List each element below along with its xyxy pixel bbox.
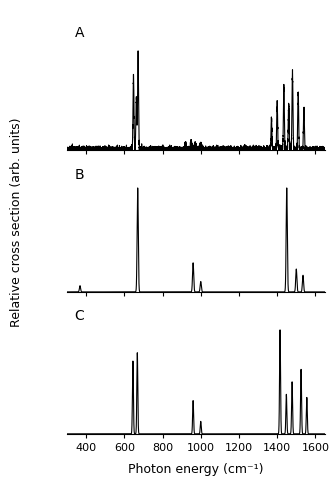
Text: C: C: [75, 310, 84, 323]
Text: Relative cross section (arb. units): Relative cross section (arb. units): [10, 117, 23, 326]
Text: B: B: [75, 168, 84, 181]
Text: Photon energy (cm⁻¹): Photon energy (cm⁻¹): [128, 463, 264, 476]
Text: A: A: [75, 26, 84, 39]
